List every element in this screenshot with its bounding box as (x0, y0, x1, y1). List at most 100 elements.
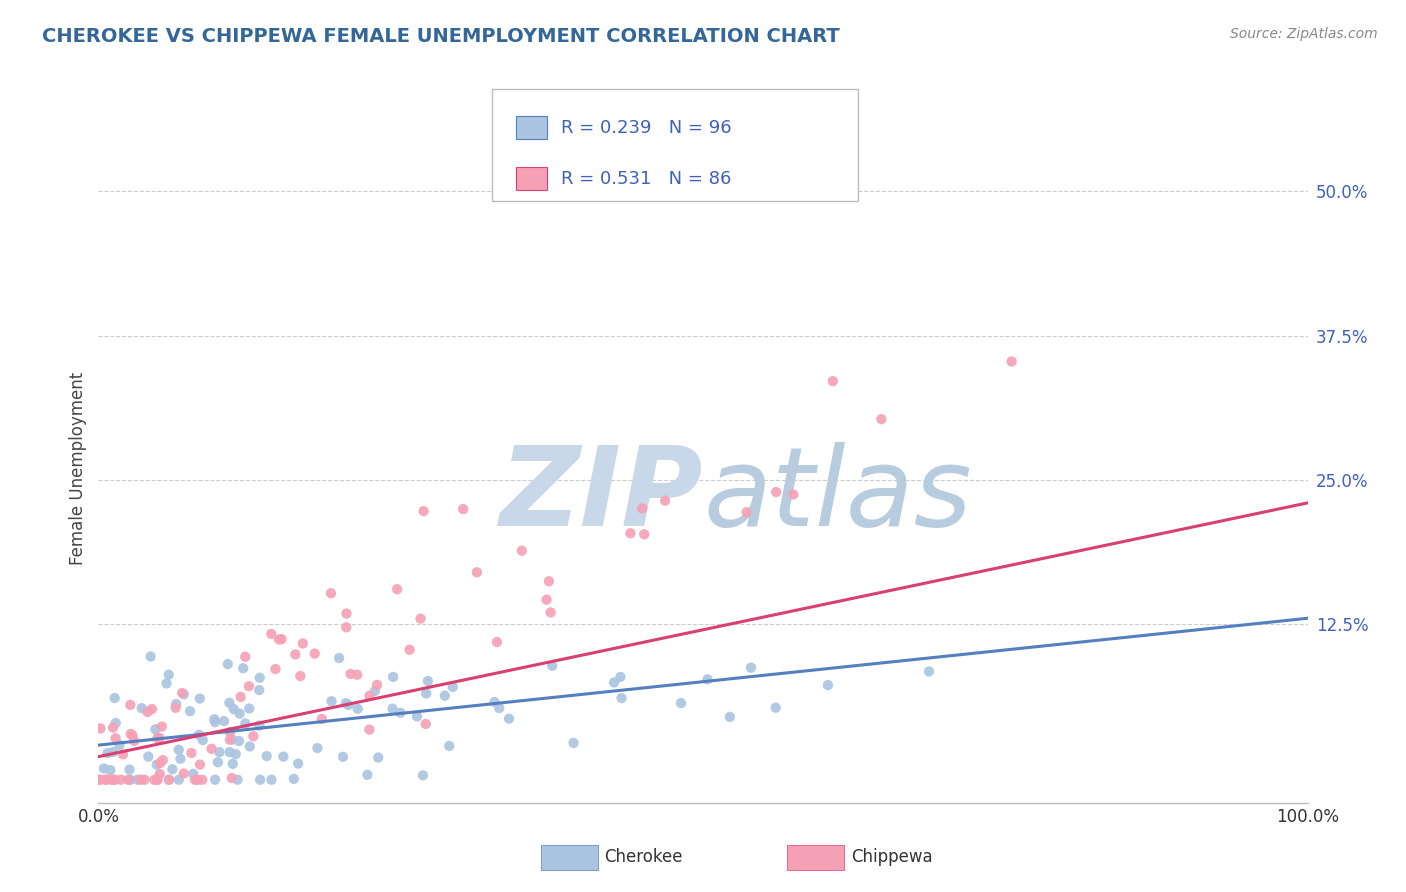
Point (146, 772, 169, 787)
Point (228, 706, 250, 721)
Text: atlas: atlas (703, 442, 972, 549)
Point (366, 678, 388, 692)
Point (264, 662, 287, 676)
Point (145, 723, 167, 737)
Point (631, 501, 654, 516)
Point (633, 527, 655, 541)
Point (94, 772, 117, 787)
Point (441, 680, 464, 694)
Point (337, 698, 360, 712)
Point (284, 648, 307, 662)
Point (152, 753, 174, 767)
Point (103, 745, 125, 759)
Point (169, 752, 191, 766)
Point (540, 606, 562, 620)
Point (465, 566, 488, 580)
Point (103, 772, 125, 787)
Point (87, 772, 110, 787)
Point (233, 716, 256, 731)
Point (179, 704, 201, 718)
Point (249, 718, 271, 732)
Point (335, 607, 357, 621)
Point (740, 661, 762, 675)
Point (359, 689, 381, 703)
Point (537, 574, 560, 589)
Point (122, 733, 145, 747)
Point (172, 686, 194, 700)
Point (136, 705, 159, 719)
Point (222, 756, 245, 771)
Point (188, 757, 211, 772)
Point (204, 772, 226, 787)
Point (108, 738, 131, 752)
Point (120, 698, 142, 712)
Point (610, 691, 633, 706)
Point (335, 620, 357, 634)
Point (782, 487, 804, 501)
Point (669, 696, 692, 710)
Point (96, 772, 118, 787)
Point (141, 702, 163, 716)
Point (184, 772, 207, 787)
Text: ZIP: ZIP (499, 442, 703, 549)
Point (165, 697, 187, 711)
Point (96, 746, 118, 760)
Point (821, 374, 844, 388)
Point (412, 768, 434, 782)
Point (218, 732, 240, 747)
Point (218, 696, 240, 710)
Point (249, 671, 271, 685)
Point (139, 649, 162, 664)
Point (249, 772, 271, 787)
Point (498, 712, 520, 726)
Point (225, 747, 247, 761)
Point (110, 772, 132, 787)
Point (129, 772, 152, 787)
Point (1000, 354, 1022, 368)
Point (239, 739, 262, 754)
Point (696, 673, 718, 687)
Point (536, 592, 558, 607)
Point (188, 691, 211, 706)
Point (191, 772, 214, 787)
Point (412, 504, 434, 518)
Point (562, 736, 585, 750)
Point (127, 772, 149, 787)
Point (200, 741, 222, 756)
Point (488, 701, 510, 715)
Point (398, 642, 420, 657)
Point (238, 679, 260, 693)
Point (416, 674, 439, 689)
Point (307, 741, 329, 756)
Point (87, 772, 110, 787)
Point (619, 526, 641, 541)
Point (131, 701, 153, 715)
Point (120, 772, 142, 787)
Point (100, 772, 122, 787)
Point (173, 687, 195, 701)
Point (415, 686, 437, 700)
Point (101, 721, 124, 735)
Point (162, 762, 184, 776)
Point (304, 647, 326, 661)
Point (273, 749, 295, 764)
Point (146, 731, 169, 745)
Point (165, 700, 187, 714)
Point (603, 675, 626, 690)
Point (120, 727, 142, 741)
Point (389, 706, 412, 720)
Point (111, 747, 134, 762)
Point (89, 722, 111, 736)
Point (117, 772, 139, 787)
Text: Cherokee: Cherokee (605, 848, 683, 866)
Point (207, 756, 229, 770)
Point (270, 632, 292, 647)
Point (155, 676, 177, 690)
Point (204, 715, 226, 730)
Point (233, 649, 256, 664)
Point (118, 772, 141, 787)
Text: R = 0.531   N = 86: R = 0.531 N = 86 (561, 170, 731, 188)
Point (918, 665, 941, 679)
Point (260, 772, 283, 787)
Point (118, 763, 141, 777)
